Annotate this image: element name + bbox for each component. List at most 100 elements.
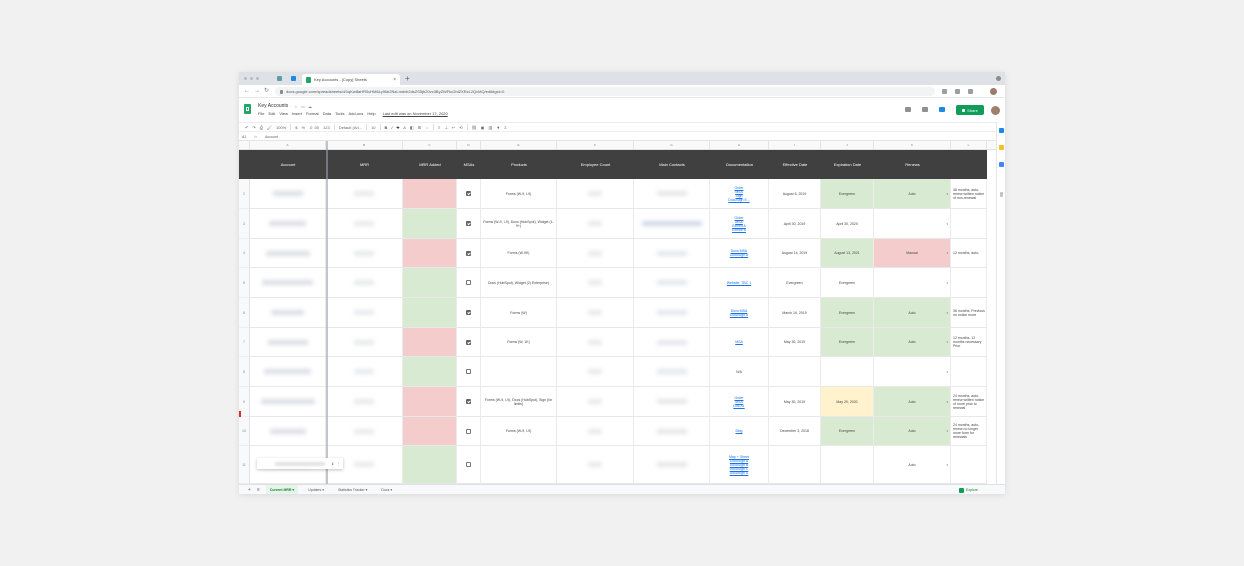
star-icon[interactable]: ☆: [294, 104, 298, 109]
sheets-logo-icon[interactable]: [244, 104, 251, 114]
explore-button[interactable]: Explore: [959, 486, 978, 494]
documentation-link[interactable]: DocuSign B: [729, 462, 749, 467]
employee-count-cell[interactable]: [557, 179, 634, 208]
employee-count-cell[interactable]: [557, 239, 634, 267]
documentation-link[interactable]: MSA: [735, 340, 743, 344]
header-cell-msas[interactable]: MSAs: [463, 162, 475, 167]
column-header-e[interactable]: E: [481, 141, 557, 150]
undo-icon[interactable]: ↶: [245, 124, 249, 130]
dropdown-arrow-icon[interactable]: ▾: [946, 310, 948, 315]
column-header-l[interactable]: L: [951, 141, 987, 150]
column-header-g[interactable]: G: [634, 141, 710, 150]
main-contacts-cell[interactable]: [634, 209, 710, 238]
cell-reference[interactable]: A1: [242, 134, 247, 139]
font-select[interactable]: Default (Ari...: [338, 124, 363, 130]
dropdown-arrow-icon[interactable]: ▾: [946, 462, 948, 467]
documentation-cell[interactable]: Docs MSA DocuSign A: [710, 298, 769, 327]
notes-cell[interactable]: 24 months, auto-renew written notice of …: [951, 387, 987, 416]
row-number[interactable]: 5: [239, 268, 250, 298]
menu-data[interactable]: Data: [322, 111, 332, 116]
row-number[interactable]: 8: [239, 357, 250, 387]
msa-cell[interactable]: [457, 239, 481, 267]
main-contacts-cell[interactable]: [634, 179, 710, 208]
currency-button[interactable]: $: [295, 124, 298, 130]
share-button[interactable]: Share: [956, 105, 984, 115]
effective-date-cell[interactable]: [769, 357, 821, 386]
add-sheet-button[interactable]: +: [248, 486, 251, 493]
account-cell[interactable]: [250, 357, 326, 386]
expiration-date-cell[interactable]: Evergreen: [821, 417, 874, 445]
mrr-added-cell[interactable]: [403, 446, 457, 483]
renews-cell[interactable]: Manual ▾: [874, 239, 951, 267]
functions-icon[interactable]: Σ: [504, 124, 507, 130]
row-number[interactable]: 4: [239, 239, 250, 268]
last-edit-link[interactable]: Last edit was on November 17, 2020: [382, 111, 448, 116]
comment-icon[interactable]: ▣: [480, 124, 485, 130]
documentation-cell[interactable]: Order MSA Doc A1: [710, 387, 769, 416]
column-header-f[interactable]: F: [557, 141, 634, 150]
notes-cell[interactable]: [951, 446, 987, 483]
renews-cell[interactable]: Auto ▾: [874, 446, 951, 483]
column-header-b[interactable]: B: [326, 141, 403, 150]
decimal-buttons[interactable]: .0 .00: [309, 124, 320, 130]
employee-count-cell[interactable]: [557, 446, 634, 483]
text-color-button[interactable]: A: [403, 124, 406, 130]
link-icon[interactable]: ⛓: [471, 124, 477, 130]
documentation-link[interactable]: Docs MSA: [730, 308, 748, 313]
user-avatar[interactable]: [991, 106, 1000, 115]
mrr-cell[interactable]: [326, 387, 403, 416]
renews-cell[interactable]: Auto ▾: [874, 417, 951, 445]
mrr-cell[interactable]: [326, 298, 403, 327]
redo-icon[interactable]: ↷: [252, 124, 256, 130]
dropdown-arrow-icon[interactable]: ▾: [946, 429, 948, 433]
row-number[interactable]: 2: [239, 179, 250, 209]
move-icon[interactable]: ▭: [301, 104, 305, 109]
main-contacts-cell[interactable]: [634, 417, 710, 445]
dropdown-arrow-icon[interactable]: ▾: [946, 221, 948, 226]
documentation-cell[interactable]: Map + Sheet DocuSign A DocuSign B DocuSign …: [710, 446, 769, 483]
forward-icon[interactable]: →: [254, 88, 260, 94]
documentation-cell[interactable]: Website, TBC 1: [710, 268, 769, 297]
renews-cell[interactable]: Auto ▾: [874, 328, 951, 356]
comments-icon[interactable]: [922, 107, 928, 112]
documentation-link[interactable]: Map + Sheet: [729, 454, 749, 459]
table-row[interactable]: Forms (W-9, I-9), Docs (HubSpot), Sign (…: [250, 387, 987, 417]
msa-cell[interactable]: [457, 179, 481, 208]
table-row[interactable]: Forms (W-9, I-9) Order MSA Sign DocuSign E..…: [250, 179, 987, 209]
column-header-c[interactable]: C: [403, 141, 457, 150]
popup-more-icon[interactable]: ⋮: [336, 461, 341, 466]
products-cell[interactable]: Forms (W-9, I-9), Docs (HubSpot), Widget…: [481, 209, 557, 238]
documentation-link[interactable]: DocuSign C: [729, 466, 749, 471]
menu-tools[interactable]: Tools: [335, 111, 345, 116]
table-row[interactable]: Forms (W-9, I-9), Docs (HubSpot), Widget…: [250, 209, 987, 239]
documentation-link[interactable]: Exhibit A: [732, 223, 746, 228]
header-cell-mrr[interactable]: MRR: [359, 162, 370, 167]
employee-count-cell[interactable]: [557, 268, 634, 297]
mrr-added-cell[interactable]: [403, 239, 457, 267]
bookmark-icon[interactable]: [955, 89, 960, 94]
header-cell-mrr-added[interactable]: MRR Added: [419, 162, 441, 167]
bold-button[interactable]: B: [384, 124, 388, 130]
expiration-date-cell[interactable]: Evergreen: [821, 268, 874, 297]
mrr-cell[interactable]: [326, 179, 403, 208]
employee-count-cell[interactable]: [557, 357, 634, 386]
chart-icon[interactable]: ▥: [488, 124, 493, 130]
window-controls[interactable]: [244, 77, 259, 80]
close-tab-icon[interactable]: ×: [393, 76, 396, 83]
mrr-added-cell[interactable]: [403, 268, 457, 297]
mrr-cell[interactable]: [326, 446, 403, 483]
msa-checkbox[interactable]: [466, 250, 471, 256]
effective-date-cell[interactable]: May 30, 2019: [769, 328, 821, 356]
menu-addons[interactable]: Add-ons: [348, 111, 364, 116]
expiration-date-cell[interactable]: [821, 446, 874, 483]
documentation-cell[interactable]: MSA: [710, 328, 769, 356]
effective-date-cell[interactable]: May 30, 2019: [769, 387, 821, 416]
sheet-tab-statistics-tracker[interactable]: Statistics Tracker ▾: [334, 485, 371, 495]
notes-cell[interactable]: [951, 209, 987, 238]
msa-cell[interactable]: [457, 209, 481, 238]
table-row[interactable]: Forms (W) Docs MSA DocuSign A March 16, 201…: [250, 298, 987, 328]
header-cell-renews[interactable]: Renews: [905, 162, 920, 167]
msa-cell[interactable]: [457, 357, 481, 386]
expiration-date-cell[interactable]: Evergreen: [821, 328, 874, 356]
